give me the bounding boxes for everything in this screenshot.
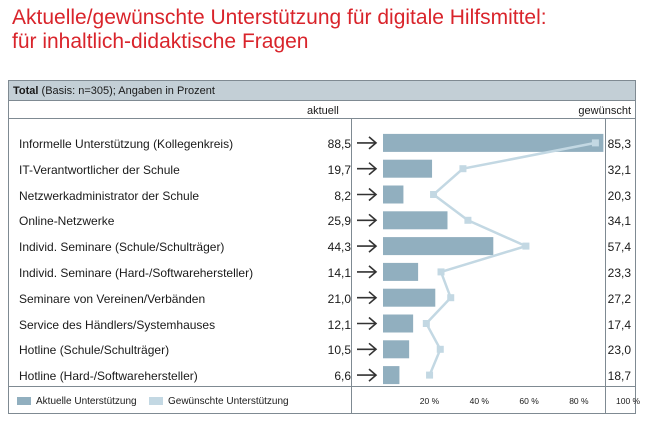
current-bar — [383, 159, 433, 178]
legend-current: Aktuelle Unterstützung — [17, 396, 137, 408]
arrow-icon — [357, 136, 378, 150]
category-label: Informelle Unterstützung (Kollegenkreis) — [19, 136, 234, 151]
desired-point — [436, 345, 444, 353]
desired-point — [464, 216, 472, 224]
current-value-label: 14,1 — [327, 265, 351, 280]
current-value-label: 12,1 — [327, 317, 351, 332]
current-bar — [383, 366, 400, 385]
desired-value-label: 23,3 — [607, 265, 631, 280]
current-value-label: 10,5 — [327, 343, 351, 358]
current-value-label: 25,9 — [327, 214, 351, 229]
column-divider-left — [351, 118, 352, 414]
current-value-label: 8,2 — [334, 188, 351, 203]
chart-panel: Total (Basis: n=305); Angaben in Prozent… — [8, 80, 636, 414]
arrow-icon — [357, 265, 378, 279]
desired-point — [422, 320, 430, 327]
arrow-icon — [357, 187, 378, 202]
current-bar — [383, 262, 419, 281]
category-label: Individ. Seminare (Schule/Schulträger) — [19, 240, 225, 255]
desired-value-label: 23,0 — [607, 343, 631, 358]
x-tick-label: 40 % — [469, 396, 489, 406]
current-value-label: 21,0 — [327, 291, 351, 306]
desired-value-label: 32,1 — [607, 162, 631, 177]
desired-value-label: 20,3 — [607, 188, 631, 203]
desired-point — [459, 165, 467, 173]
current-value-label: 44,3 — [327, 240, 351, 255]
category-label: Netzwerkadministrator der Schule — [19, 188, 200, 203]
desired-point — [430, 191, 438, 198]
current-value-label: 6,6 — [334, 369, 351, 384]
current-bar — [383, 133, 604, 152]
header-divider — [9, 118, 635, 119]
current-value-label: 19,7 — [327, 162, 351, 177]
desired-value-label: 34,1 — [607, 214, 631, 229]
legend-desired: Gewünschte Unterstützung — [149, 396, 289, 408]
desired-value-label: 17,4 — [607, 317, 631, 332]
current-bar — [383, 237, 494, 256]
basis-header: Total (Basis: n=305); Angaben in Prozent — [9, 81, 635, 101]
x-tick-label: 60 % — [519, 396, 539, 406]
category-label: Seminare von Vereinen/Verbänden — [19, 291, 206, 306]
current-bar — [383, 185, 404, 204]
desired-point — [522, 242, 530, 250]
x-tick-label: 80 % — [569, 396, 589, 406]
arrow-icon — [357, 342, 378, 356]
basis-text: (Basis: n=305); Angaben in Prozent — [38, 85, 215, 97]
legend-divider — [9, 386, 635, 387]
column-header-current: aktuell — [307, 105, 339, 117]
legend-current-swatch — [17, 397, 31, 406]
desired-point — [591, 139, 599, 147]
category-label: Individ. Seminare (Hard-/Softwareherstel… — [19, 265, 254, 280]
title-line-2: für inhaltlich-didaktische Fragen — [12, 30, 309, 53]
current-bar — [383, 314, 414, 333]
legend-current-label: Aktuelle Unterstützung — [36, 396, 137, 407]
desired-point — [447, 294, 455, 302]
column-header-desired: gewünscht — [578, 105, 631, 117]
column-divider-right — [605, 118, 606, 414]
x-tick-label: 100 % — [616, 396, 641, 406]
category-label: Service des Händlers/Systemhauses — [19, 317, 216, 332]
legend-desired-swatch — [149, 397, 163, 406]
desired-point — [426, 371, 434, 379]
desired-point — [437, 268, 445, 276]
legend-desired-label: Gewünschte Unterstützung — [168, 396, 289, 407]
desired-value-label: 27,2 — [607, 291, 631, 306]
chart-title: Aktuelle/gewünschte Unterstützung für di… — [12, 6, 652, 54]
desired-value-label: 85,3 — [607, 136, 631, 151]
current-bar — [383, 340, 410, 359]
current-bar — [383, 288, 436, 307]
category-label: Hotline (Hard-/Softwarehersteller) — [19, 369, 198, 384]
arrow-icon — [357, 162, 378, 176]
current-value-label: 88,5 — [327, 136, 351, 151]
basis-total: Total — [13, 85, 39, 97]
arrow-icon — [357, 316, 378, 331]
x-tick-label: 20 % — [419, 396, 440, 406]
desired-value-label: 57,4 — [607, 240, 631, 255]
arrow-icon — [357, 239, 378, 253]
category-label: IT-Verantwortlicher der Schule — [19, 162, 180, 177]
current-bar — [383, 211, 448, 230]
category-label: Online-Netzwerke — [19, 214, 115, 229]
desired-line — [424, 141, 596, 376]
desired-value-label: 18,7 — [607, 369, 631, 384]
title-line-1: Aktuelle/gewünschte Unterstützung für di… — [12, 6, 547, 29]
arrow-icon — [357, 291, 378, 305]
arrow-icon — [357, 213, 378, 227]
category-label: Hotline (Schule/Schulträger) — [19, 343, 170, 358]
arrow-icon — [357, 368, 378, 382]
